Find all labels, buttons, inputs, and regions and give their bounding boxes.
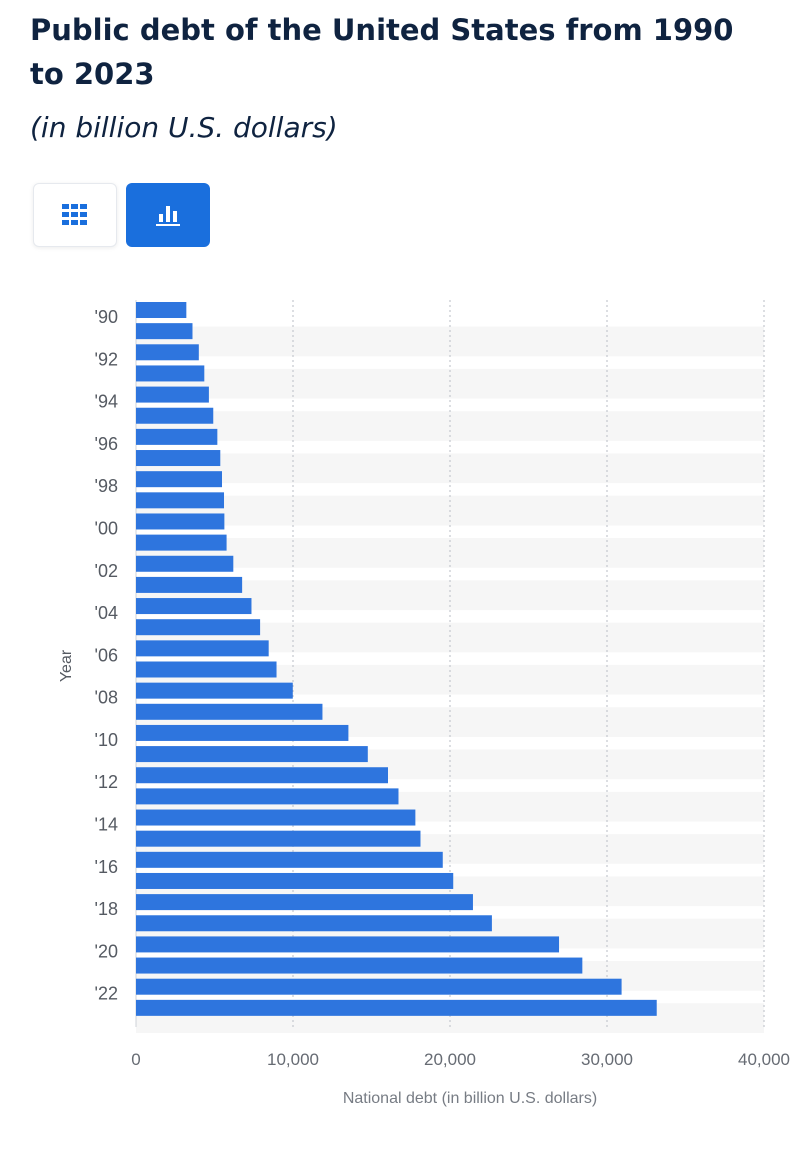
bar	[136, 936, 560, 953]
chart-subtitle: (in billion U.S. dollars)	[30, 111, 338, 144]
bar	[136, 915, 492, 932]
bar	[136, 576, 243, 593]
x-tick-label: 10,000	[267, 1050, 319, 1069]
bar	[136, 619, 261, 636]
y-tick-label: '22	[95, 984, 118, 1004]
y-tick-label: '14	[95, 815, 118, 835]
bar	[136, 407, 214, 424]
y-tick-label: '96	[95, 434, 118, 454]
bar	[136, 767, 389, 784]
bar	[136, 788, 399, 805]
bar	[136, 682, 293, 699]
background-band	[136, 368, 764, 391]
x-tick-label: 20,000	[424, 1050, 476, 1069]
bar-chart: '90 '92 '94 '96 '98 '00 '02 '04 '06 '08 '10 '12 '14 '…	[58, 300, 790, 1107]
y-tick-label: '16	[95, 857, 118, 877]
y-tick-label: '94	[95, 392, 118, 412]
y-tick-label: '08	[95, 688, 118, 708]
chart-title: Public debt of the United States from 19…	[30, 13, 734, 91]
bar	[136, 724, 349, 741]
y-tick-label: '98	[95, 476, 118, 496]
y-tick-label: '12	[95, 772, 118, 792]
bar	[136, 534, 227, 551]
y-tick-label: '90	[95, 307, 118, 327]
x-axis-title: National debt (in billion U.S. dollars)	[343, 1090, 597, 1107]
bar	[136, 746, 368, 763]
bar	[136, 809, 416, 826]
x-tick-label: 30,000	[581, 1050, 633, 1069]
bar	[136, 386, 209, 403]
y-tick-label: '10	[95, 730, 118, 750]
bar	[136, 872, 454, 889]
bar	[136, 471, 223, 488]
background-band	[136, 326, 764, 348]
bar	[136, 957, 583, 974]
y-axis-title: Year	[58, 649, 75, 682]
y-tick-label: '02	[95, 561, 118, 581]
chart-view-button[interactable]	[126, 183, 210, 247]
bar	[136, 365, 205, 382]
background-band	[136, 538, 764, 560]
bar	[136, 450, 221, 467]
bar	[136, 344, 199, 361]
y-tick-label: '18	[95, 899, 118, 919]
x-tick-label: 40,000	[738, 1050, 790, 1069]
bar	[136, 513, 225, 530]
x-tick-label: 0	[131, 1050, 140, 1069]
background-band	[136, 622, 764, 644]
bar	[136, 598, 252, 615]
y-tick-label: '06	[95, 645, 118, 665]
bar	[136, 703, 323, 720]
y-tick-label: '92	[95, 349, 118, 369]
bar	[136, 999, 657, 1016]
bar	[136, 555, 234, 572]
bar	[136, 978, 622, 995]
bar	[136, 661, 277, 678]
bar	[136, 851, 443, 868]
bar	[136, 428, 218, 445]
bar	[136, 302, 187, 318]
bar-chart-icon	[156, 206, 180, 226]
bar	[136, 830, 421, 847]
y-tick-label: '20	[95, 941, 118, 961]
table-grid-icon	[62, 204, 87, 225]
table-view-button[interactable]	[33, 183, 117, 247]
bar	[136, 640, 269, 657]
bar	[136, 492, 225, 509]
y-tick-label: '04	[95, 603, 118, 623]
background-band	[136, 453, 764, 475]
bar	[136, 323, 193, 340]
y-tick-label: '00	[95, 518, 118, 538]
bar	[136, 894, 473, 911]
